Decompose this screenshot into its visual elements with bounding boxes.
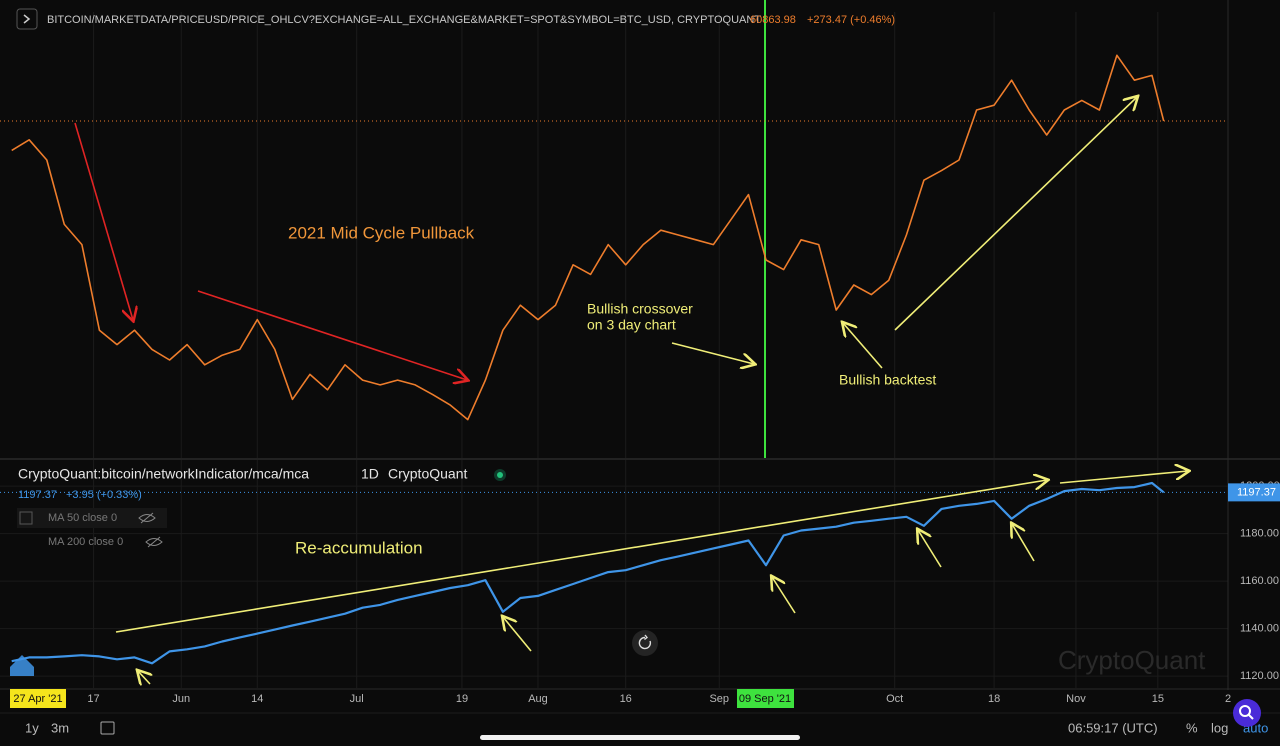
crosshair-date-box <box>737 689 794 708</box>
arrow <box>115 480 1047 633</box>
chevron-icon <box>23 14 31 24</box>
axis-layer: 17 Jun 14 Jul 19 Aug 16 Sep Oct 18 Nov 15 2 1120.00 11… <box>87 480 1280 705</box>
price-label-box <box>1228 483 1280 502</box>
indicator-checkbox[interactable] <box>19 511 33 525</box>
indicator-title: CryptoQuant:bitcoin/networkIndicator/mca… <box>18 466 309 482</box>
percent-toggle[interactable]: % <box>1186 720 1198 735</box>
eye-icon[interactable] <box>138 512 156 524</box>
interval: 1D <box>361 466 379 482</box>
arrow <box>197 290 467 380</box>
indicator-ma200[interactable]: MA 200 close 0 <box>48 536 123 548</box>
watermark: CryptoQuant <box>1058 645 1206 675</box>
symbol-title: BITCOIN/MARKETDATA/PRICEUSD/PRICE_OHLCV?… <box>47 14 761 26</box>
annotation: 2021 Mid Cycle Pullback <box>288 223 475 242</box>
annotation: Bullish backtest <box>839 372 936 388</box>
x-tick-label: Sep <box>709 693 729 705</box>
range-button[interactable]: 1y <box>25 720 39 735</box>
annotation: Bullish crossover <box>587 301 693 317</box>
status-dot <box>497 472 503 478</box>
price-label: 1197.37 <box>1237 486 1276 498</box>
collapse-button[interactable] <box>16 8 38 30</box>
eye-icon[interactable] <box>145 536 163 548</box>
last-price: 60863.98 <box>750 14 796 26</box>
value-change: +3.95 (+0.33%) <box>66 489 142 501</box>
crosshair-date: 27 Apr '21 <box>13 693 62 705</box>
indicator-ma50[interactable]: MA 50 close 0 <box>48 512 117 524</box>
x-tick-label: Aug <box>528 693 548 705</box>
y-tick-label: 1120.00 <box>1240 670 1279 682</box>
x-tick-label: 18 <box>988 693 1000 705</box>
y-tick-label: 1180.00 <box>1240 528 1279 540</box>
arrow <box>772 577 796 614</box>
reset-button[interactable] <box>632 630 658 656</box>
x-tick-label: 16 <box>620 693 632 705</box>
price-change: +273.47 (+0.46%) <box>807 14 895 26</box>
annotation: on 3 day chart <box>587 317 676 333</box>
arrow <box>503 617 532 652</box>
crosshair-date: 09 Sep '21 <box>739 693 791 705</box>
arrow <box>671 342 754 364</box>
home-indicator <box>480 735 800 740</box>
x-tick-label: 2 <box>1225 693 1231 705</box>
arrow <box>138 671 150 684</box>
x-tick-label: 19 <box>456 693 468 705</box>
last-value: 1197.37 <box>18 489 57 501</box>
logo-icon <box>10 655 34 676</box>
y-tick-label: 1160.00 <box>1240 575 1279 587</box>
y-tick-label: 1140.00 <box>1240 623 1279 635</box>
clock: 06:59:17 (UTC) <box>1068 720 1158 735</box>
series-line <box>11 54 1165 421</box>
x-tick-label: 15 <box>1152 693 1164 705</box>
search-icon <box>1248 714 1254 720</box>
arrow <box>1012 524 1035 562</box>
annotation: Re-accumulation <box>295 538 423 557</box>
arrows <box>74 97 1188 684</box>
x-tick-label: 14 <box>251 693 263 705</box>
date-range-icon[interactable] <box>100 721 115 735</box>
arrow <box>918 530 942 568</box>
lines-layer <box>0 54 1228 665</box>
source: CryptoQuant <box>388 466 467 482</box>
search-button[interactable] <box>1233 699 1261 727</box>
x-tick-label: Jul <box>350 693 364 705</box>
log-toggle[interactable]: log <box>1211 720 1228 735</box>
range-button[interactable]: 3m <box>51 720 69 735</box>
indicator-row-bg <box>17 508 167 528</box>
x-tick-label: Nov <box>1066 693 1086 705</box>
series-line <box>11 481 1165 665</box>
x-tick-label: Jun <box>172 693 190 705</box>
x-tick-label: Oct <box>886 693 903 705</box>
arrow <box>74 122 133 320</box>
arrow <box>1059 471 1188 484</box>
reset-icon <box>638 634 652 650</box>
search-icon <box>1239 705 1251 717</box>
crosshair-date-box <box>10 689 66 708</box>
x-tick-label: 17 <box>87 693 99 705</box>
arrow <box>843 323 883 369</box>
arrow <box>894 97 1137 331</box>
